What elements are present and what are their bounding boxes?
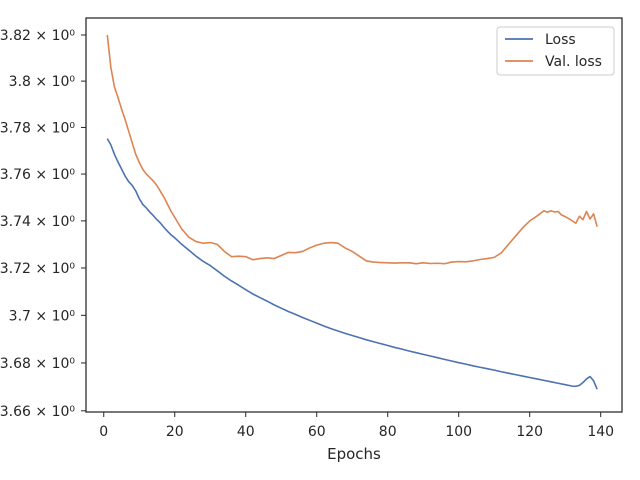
y-tick-label: 3.82 × 10⁰ (0, 28, 75, 44)
y-tick-label: 3.66 × 10⁰ (0, 404, 75, 420)
x-tick-label: 20 (166, 424, 184, 440)
y-tick-label: 3.8 × 10⁰ (9, 74, 76, 90)
x-tick-label: 80 (379, 424, 397, 440)
plot-frame (85, 17, 623, 413)
y-tick-label: 3.72 × 10⁰ (0, 261, 75, 277)
legend-label-loss: Loss (545, 32, 576, 48)
plot-area (85, 17, 623, 413)
x-tick-label: 120 (516, 424, 543, 440)
y-tick-label: 3.68 × 10⁰ (0, 356, 75, 372)
legend: Loss Val. loss (496, 26, 615, 76)
x-tick-label: 140 (587, 424, 614, 440)
x-tick-label: 0 (99, 424, 108, 440)
series-layer (106, 34, 598, 390)
series-line-val-loss (106, 34, 598, 265)
x-tick-label: 100 (445, 424, 472, 440)
legend-label-val-loss: Val. loss (545, 54, 602, 70)
x-tick-label: 60 (308, 424, 326, 440)
x-axis: 0 20 40 60 80 100 120 140 (99, 412, 614, 440)
y-tick-label: 3.76 × 10⁰ (0, 167, 75, 183)
y-tick-label: 3.7 × 10⁰ (9, 308, 76, 324)
x-axis-label: Epochs (327, 445, 381, 463)
x-tick-label: 40 (237, 424, 255, 440)
y-tick-label: 3.78 × 10⁰ (0, 120, 75, 136)
y-axis: 3.66 × 10⁰ 3.68 × 10⁰ 3.7 × 10⁰ 3.72 × 10⁰ 3… (0, 28, 86, 420)
y-tick-label: 3.74 × 10⁰ (0, 214, 75, 230)
series-line-loss (106, 138, 598, 390)
